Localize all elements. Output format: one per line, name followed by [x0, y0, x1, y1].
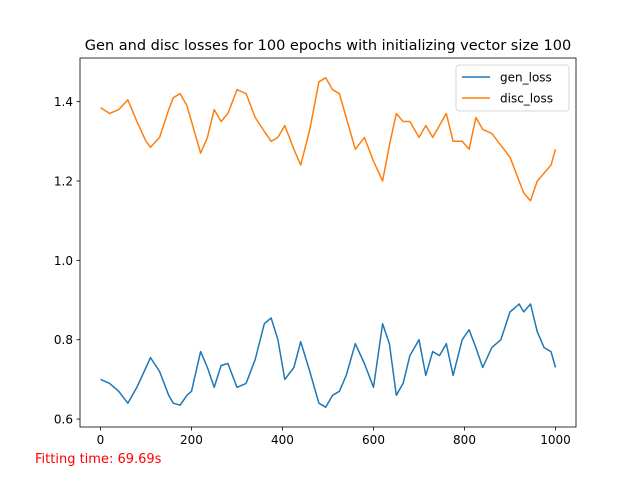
y-tick-label: 1.4 [54, 95, 73, 109]
chart-title: Gen and disc losses for 100 epochs with … [85, 38, 571, 54]
series-line-disc_loss [100, 77, 557, 202]
x-tick-label: 0 [97, 433, 105, 447]
legend-label-gen_loss: gen_loss [500, 71, 552, 85]
chart-legend: gen_loss disc_loss [455, 64, 570, 112]
plot-area: 0 200 400 600 800 1000 0.6 0.8 1.0 1.2 1.4 [54, 57, 577, 447]
fitting-time-label: Fitting time: 69.69s [35, 452, 162, 467]
series-line-gen_loss [100, 303, 557, 408]
legend-label-disc_loss: disc_loss [500, 92, 553, 106]
x-tick-label: 1000 [540, 433, 571, 447]
x-tick-label: 800 [453, 433, 476, 447]
y-tick-label: 0.6 [54, 413, 73, 427]
x-tick-label: 400 [271, 433, 294, 447]
y-tick-label: 1.0 [54, 254, 73, 268]
y-tick-label: 1.2 [54, 175, 73, 189]
y-tick-label: 0.8 [54, 333, 73, 347]
x-tick-label: 600 [362, 433, 385, 447]
x-tick-label: 200 [180, 433, 203, 447]
plot-frame [79, 57, 577, 428]
